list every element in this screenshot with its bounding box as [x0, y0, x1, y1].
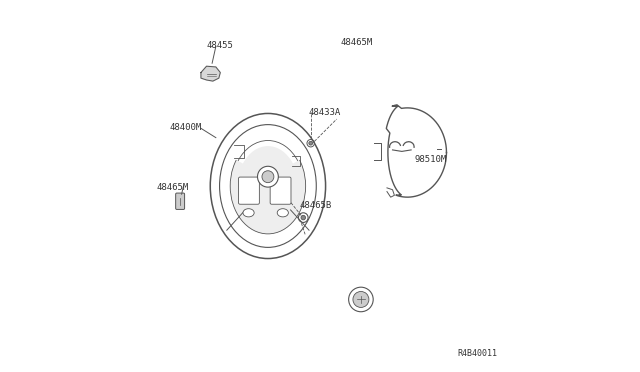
Text: 48400M: 48400M	[170, 123, 202, 132]
Text: 48465M: 48465M	[340, 38, 372, 46]
Circle shape	[262, 171, 274, 183]
Text: 98510M: 98510M	[415, 155, 447, 164]
FancyBboxPatch shape	[270, 177, 291, 204]
Ellipse shape	[243, 209, 254, 217]
Circle shape	[257, 166, 278, 187]
FancyBboxPatch shape	[239, 177, 259, 204]
Polygon shape	[387, 105, 447, 197]
FancyBboxPatch shape	[175, 193, 184, 209]
Circle shape	[353, 292, 369, 307]
Ellipse shape	[230, 138, 306, 234]
Circle shape	[301, 215, 305, 220]
Text: 48433A: 48433A	[309, 108, 341, 117]
Polygon shape	[201, 66, 220, 81]
Ellipse shape	[277, 209, 289, 217]
Polygon shape	[387, 188, 394, 197]
Text: 48465M: 48465M	[156, 183, 189, 192]
Text: 48465B: 48465B	[300, 201, 332, 210]
Text: R4B40011: R4B40011	[458, 349, 498, 358]
Text: 48455: 48455	[207, 41, 234, 50]
Circle shape	[309, 141, 312, 145]
Ellipse shape	[220, 125, 316, 247]
